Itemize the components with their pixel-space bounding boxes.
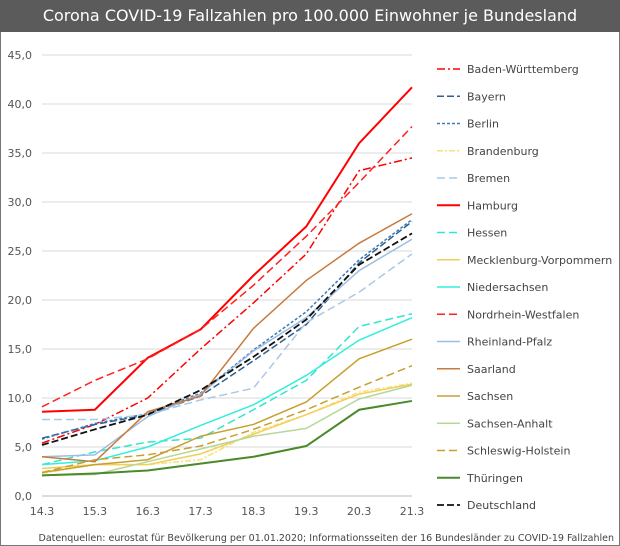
- legend-label: Brandenburg: [467, 145, 539, 158]
- x-tick-label: 18.3: [241, 505, 266, 518]
- series-line-16: [41, 232, 413, 446]
- legend-label: Mecklenburg-Vorpommern: [467, 254, 612, 267]
- source-note: Datenquellen: eurostat für Bevölkerung p…: [38, 533, 614, 544]
- series-line-12: [41, 338, 413, 474]
- y-tick-label: 5,0: [15, 441, 33, 454]
- series-line-14: [41, 364, 413, 474]
- legend-label: Baden-Württemberg: [467, 63, 579, 76]
- legend-label: Nordrhein-Westfalen: [467, 308, 579, 321]
- series-line-15: [41, 399, 413, 477]
- legend-label: Saarland: [467, 363, 516, 376]
- series-line-4: [42, 253, 413, 421]
- legend-label: Bayern: [467, 90, 506, 103]
- legend-label: Hessen: [467, 227, 507, 240]
- legend-label: Sachsen-Anhalt: [467, 417, 553, 430]
- legend-label: Sachsen: [467, 390, 513, 403]
- x-tick-label: 16.3: [135, 505, 160, 518]
- legend-label: Hamburg: [467, 199, 518, 212]
- series-line-1: [41, 221, 413, 439]
- series-line-5: [41, 86, 413, 413]
- y-tick-label: 10,0: [8, 392, 33, 405]
- x-tick-label: 19.3: [294, 505, 319, 518]
- series-line-7: [41, 383, 413, 470]
- y-tick-label: 15,0: [8, 343, 33, 356]
- series-line-11: [41, 213, 413, 463]
- y-tick-label: 25,0: [8, 245, 33, 258]
- y-tick-label: 45,0: [8, 49, 33, 62]
- y-tick-label: 0,0: [15, 490, 33, 503]
- x-tick-label: 15.3: [83, 505, 108, 518]
- x-tick-label: 20.3: [347, 505, 372, 518]
- chart-title: Corona COVID-19 Fallzahlen pro 100.000 E…: [0, 0, 620, 32]
- legend-label: Deutschland: [467, 499, 536, 512]
- legend-label: Bremen: [467, 172, 510, 185]
- legend-label: Rheinland-Pfalz: [467, 336, 552, 349]
- x-tick-label: 14.3: [30, 505, 55, 518]
- y-tick-label: 20,0: [8, 294, 33, 307]
- series-line-9: [41, 126, 413, 408]
- series-line-0: [41, 157, 413, 444]
- legend-label: Schleswig-Holstein: [467, 445, 570, 458]
- legend-label: Berlin: [467, 118, 499, 131]
- series-line-6: [41, 312, 413, 466]
- x-tick-label: 17.3: [188, 505, 213, 518]
- series-line-2: [41, 219, 413, 440]
- legend-label: Niedersachsen: [467, 281, 548, 294]
- series-line-10: [41, 238, 413, 458]
- y-tick-label: 35,0: [8, 147, 33, 160]
- y-tick-label: 30,0: [8, 196, 33, 209]
- y-tick-label: 40,0: [8, 98, 33, 111]
- x-tick-label: 21.3: [400, 505, 425, 518]
- legend-label: Thüringen: [466, 472, 523, 485]
